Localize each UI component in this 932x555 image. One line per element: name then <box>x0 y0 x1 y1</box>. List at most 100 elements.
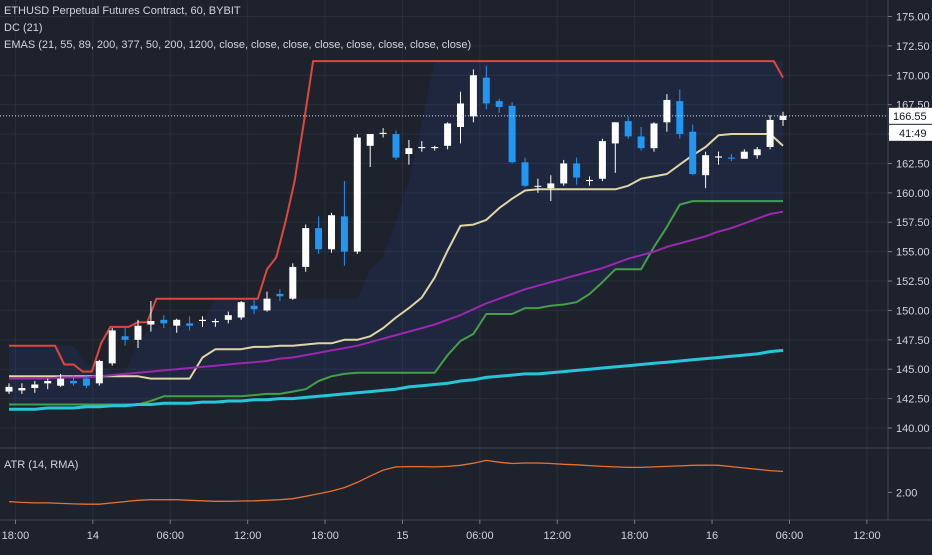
atr-tick-label: 2.00 <box>896 487 917 499</box>
price-tick-label: 150.00 <box>896 305 930 317</box>
candle <box>753 146 761 159</box>
candle <box>573 157 581 185</box>
time-tick-label: 18:00 <box>2 530 30 542</box>
candle-body <box>263 298 271 311</box>
candle-body <box>5 386 13 392</box>
candle <box>44 378 52 390</box>
price-tick-label: 140.00 <box>896 423 930 435</box>
candle-body <box>31 384 39 389</box>
candle-body <box>715 156 722 158</box>
candle-body <box>392 134 400 158</box>
candle-body <box>469 75 477 117</box>
price-tick-label: 160.00 <box>896 188 930 200</box>
atr-line <box>8 459 784 505</box>
price-tick-label: 145.00 <box>896 364 930 376</box>
time-tick-label: 06:00 <box>466 530 494 542</box>
candle <box>379 128 387 138</box>
price-tick-label: 172.50 <box>896 41 930 53</box>
candle <box>482 65 490 110</box>
candle-body <box>611 122 619 144</box>
candle-body <box>405 148 413 155</box>
candle-body <box>431 146 439 149</box>
candle-body <box>521 162 529 186</box>
time-tick-label: 15 <box>396 530 408 542</box>
candle <box>250 299 258 314</box>
candle-body <box>637 136 645 149</box>
candle <box>405 139 413 165</box>
candle-body <box>302 228 310 267</box>
candle <box>95 359 103 386</box>
candle <box>740 149 748 159</box>
candle <box>18 383 26 394</box>
candle <box>418 141 426 152</box>
candle-body <box>18 388 26 391</box>
price-tick-label: 170.00 <box>896 70 930 82</box>
candle <box>289 263 297 300</box>
candle-body <box>702 155 710 176</box>
price-tick-label: 152.50 <box>896 276 930 288</box>
candle-body <box>186 323 194 326</box>
candle-body <box>586 179 593 182</box>
price-tick-label: 147.50 <box>896 335 930 347</box>
countdown-box <box>889 124 932 141</box>
candle <box>199 316 206 327</box>
candle-body <box>108 330 116 364</box>
candle <box>521 157 529 187</box>
candle-body <box>689 131 697 175</box>
last-price-label: 166.55 <box>893 111 927 123</box>
candle <box>727 154 735 162</box>
candle-body <box>457 103 464 127</box>
series-line-ema-purple <box>9 210 784 380</box>
symbol-legend[interactable]: ETHUSD Perpetual Futures Contract, 60, B… <box>4 5 241 17</box>
candle <box>495 98 503 113</box>
candle <box>134 319 142 349</box>
candle <box>392 130 400 160</box>
candle <box>560 159 568 186</box>
time-tick-label: 12:00 <box>234 530 262 542</box>
candle <box>340 181 348 266</box>
candle-body <box>134 325 142 340</box>
time-tick-label: 18:00 <box>311 530 339 542</box>
emas-legend[interactable]: EMAS (21, 55, 89, 200, 377, 50, 200, 120… <box>4 39 472 51</box>
series-line-ema-cyan <box>9 348 784 411</box>
candle <box>353 134 361 254</box>
candle-body <box>560 163 568 184</box>
candle <box>689 124 697 176</box>
candle <box>457 91 464 144</box>
candle <box>431 145 439 151</box>
candle-body <box>753 149 761 156</box>
candle <box>211 318 219 327</box>
candle <box>315 216 323 254</box>
candle-body <box>366 134 374 146</box>
candle-body <box>276 293 284 297</box>
candle <box>173 318 181 333</box>
candle-body <box>379 132 387 135</box>
candle <box>57 373 65 387</box>
candle-body <box>534 185 542 187</box>
candle <box>160 315 168 329</box>
dc-legend[interactable]: DC (21) <box>4 22 43 34</box>
candle <box>237 301 245 320</box>
candle <box>263 291 271 312</box>
time-tick-label: 06:00 <box>776 530 804 542</box>
candle <box>276 289 284 302</box>
candle-body <box>70 380 77 384</box>
candle <box>715 151 722 165</box>
candle <box>366 134 374 167</box>
candle-body <box>340 216 348 252</box>
candle-body <box>173 319 181 326</box>
candle-body <box>740 151 748 159</box>
candle-body <box>199 319 206 322</box>
candle-body <box>495 101 503 108</box>
candle <box>186 316 194 331</box>
candle <box>702 151 710 189</box>
series-line-dc-middle <box>9 133 784 380</box>
candle-body <box>676 101 684 135</box>
candle <box>650 122 658 152</box>
candle-body <box>650 123 658 149</box>
candle <box>31 380 39 393</box>
atr-legend[interactable]: ATR (14, RMA) <box>4 459 79 471</box>
